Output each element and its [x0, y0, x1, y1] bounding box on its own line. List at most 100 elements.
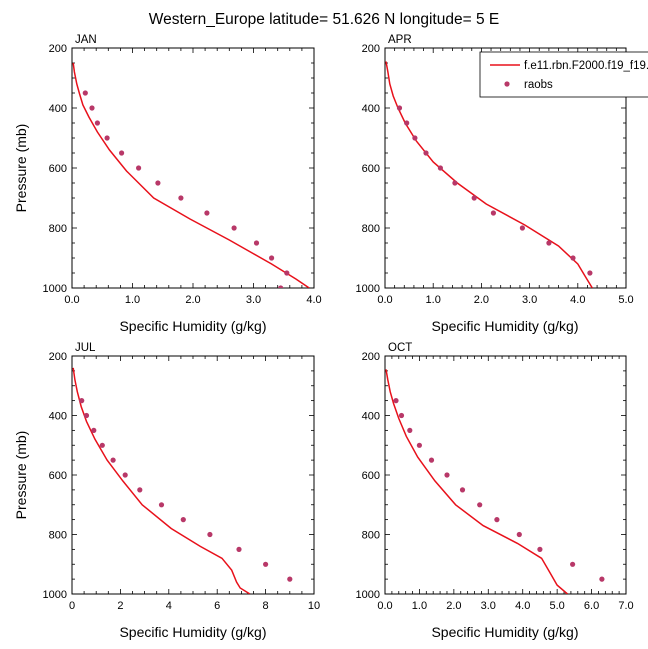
- x-tick-label: 0.0: [377, 600, 392, 612]
- x-tick-label: 2: [117, 600, 123, 612]
- raobs-point: [398, 412, 405, 419]
- raobs-point: [178, 195, 184, 201]
- raobs-point: [253, 240, 260, 246]
- y-tick-label: 600: [49, 163, 67, 175]
- raobs-point: [158, 502, 165, 508]
- x-tick-label: 2.0: [185, 294, 200, 306]
- raobs-point: [155, 180, 161, 186]
- x-tick-label: 4.0: [306, 294, 321, 306]
- x-tick-label: 1.0: [125, 294, 140, 306]
- raobs-point: [137, 487, 143, 493]
- y-tick-label: 600: [362, 470, 380, 482]
- model-series-line: [72, 367, 251, 594]
- y-tick-label: 400: [362, 411, 380, 423]
- y-axis-label: Pressure (mb): [13, 431, 29, 520]
- legend-model-label: f.e11.rbn.F2000.f19_f19.001: [524, 60, 648, 72]
- raobs-point: [404, 120, 410, 126]
- raobs-point: [587, 270, 593, 276]
- raobs-point: [82, 90, 88, 96]
- x-tick-label: 4: [166, 600, 172, 612]
- raobs-point: [471, 195, 477, 201]
- plot-frame: [71, 355, 315, 595]
- y-tick-label: 800: [49, 223, 67, 235]
- raobs-point: [407, 427, 413, 433]
- x-tick-label: 4.0: [570, 294, 585, 306]
- y-tick-label: 800: [49, 530, 67, 542]
- raobs-point: [519, 225, 526, 231]
- x-tick-label: 3.0: [522, 294, 537, 306]
- y-tick-label: 600: [49, 470, 67, 482]
- raobs-point: [287, 576, 293, 582]
- x-tick-label: 1.0: [426, 294, 441, 306]
- raobs-point: [437, 165, 443, 171]
- x-tick-label: 5.0: [618, 294, 633, 306]
- raobs-point: [136, 165, 142, 171]
- legend-raobs-marker: [504, 81, 510, 87]
- x-tick-label: 2.0: [474, 294, 489, 306]
- raobs-point: [396, 105, 403, 111]
- raobs-point: [284, 270, 290, 276]
- raobs-point: [423, 150, 429, 156]
- raobs-point: [393, 398, 399, 404]
- y-tick-label: 800: [362, 530, 380, 542]
- y-tick-label: 1000: [356, 283, 380, 295]
- y-tick-label: 1000: [356, 589, 380, 601]
- legend-raobs-label: raobs: [524, 79, 553, 91]
- raobs-point: [477, 502, 483, 508]
- panel-jul: JUL 200 400 600 800 1000 0 2 4 6 8 10 Specific Hu…: [13, 342, 320, 640]
- y-axis-label: Pressure (mb): [13, 124, 29, 213]
- y-tick-label: 400: [49, 103, 67, 115]
- x-axis-label: Specific Humidity (g/kg): [119, 318, 266, 334]
- raobs-point: [204, 210, 210, 216]
- x-tick-label: 10: [308, 600, 320, 612]
- y-tick-label: 200: [49, 351, 67, 363]
- raobs-point: [104, 135, 110, 141]
- x-tick-label: 8: [263, 600, 269, 612]
- raobs-point: [494, 517, 500, 523]
- raobs-point: [570, 561, 576, 567]
- raobs-point: [99, 442, 105, 448]
- x-axis-label: Specific Humidity (g/kg): [119, 624, 266, 640]
- raobs-point: [236, 546, 242, 553]
- raobs-point: [412, 135, 418, 141]
- x-tick-label: 7.0: [618, 600, 633, 612]
- raobs-point: [444, 472, 450, 478]
- x-axis-label: Specific Humidity (g/kg): [431, 624, 578, 640]
- y-tick-label: 600: [362, 163, 380, 175]
- x-tick-label: 6: [214, 600, 220, 612]
- figure-title: Western_Europe latitude= 51.626 N longit…: [149, 11, 499, 28]
- raobs-point: [459, 487, 466, 493]
- raobs-point: [231, 225, 237, 231]
- raobs-point: [119, 150, 125, 156]
- raobs-point: [452, 180, 458, 186]
- x-tick-label: 0: [69, 600, 75, 612]
- panel-jan: JAN 200 400 600 800 1000 0.0 1.0 2.0 3.0 4.0 Spe…: [13, 34, 322, 334]
- raobs-point: [263, 561, 269, 567]
- x-tick-label: 0.0: [377, 294, 392, 306]
- x-tick-label: 6.0: [584, 600, 599, 612]
- plot-frame: [71, 47, 315, 289]
- raobs-point: [599, 576, 605, 582]
- raobs-point: [516, 531, 522, 538]
- x-tick-label: 1.0: [412, 600, 427, 612]
- x-tick-label: 3.0: [481, 600, 496, 612]
- legend-box: [479, 51, 648, 98]
- x-tick-label: 5.0: [549, 600, 564, 612]
- x-tick-label: 4.0: [515, 600, 530, 612]
- y-tick-label: 800: [362, 223, 380, 235]
- raobs-point: [546, 240, 552, 246]
- raobs-point: [416, 442, 422, 448]
- raobs-point: [428, 457, 435, 463]
- raobs-point: [570, 255, 576, 261]
- raobs-point: [89, 105, 95, 111]
- raobs-point: [490, 210, 496, 216]
- legend: f.e11.rbn.F2000.f19_f19.001 raobs: [479, 51, 648, 98]
- raobs-point: [207, 531, 213, 538]
- y-tick-label: 1000: [43, 283, 67, 295]
- raobs-point: [537, 546, 543, 553]
- raobs-point: [91, 427, 97, 433]
- y-tick-label: 400: [49, 411, 67, 423]
- raobs-point: [278, 285, 284, 288]
